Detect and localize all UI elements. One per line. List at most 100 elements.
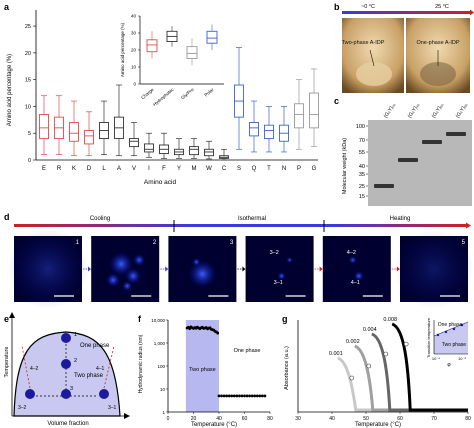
phase-boundary [13, 331, 121, 417]
dls-point [225, 394, 229, 398]
frame-sublabel: 4–2 [347, 250, 356, 256]
dls-point [245, 394, 249, 398]
panel-label-c: c [334, 96, 339, 106]
panel-f: f Hydrodynamic radius (nm) Temperature (… [138, 314, 273, 428]
inset-two-phase: Two phase [442, 342, 466, 348]
xtick-N: N [282, 166, 286, 172]
mw-tick: 15 [359, 194, 365, 200]
xtick-L: L [102, 166, 106, 172]
xtick-Q: Q [252, 166, 257, 172]
mw-tick: 40 [359, 164, 365, 170]
lane-label: (G₃Y)₄₀ [407, 102, 422, 119]
dls-point [260, 394, 264, 398]
two-phase-aidp-label: Two-phase A-IDP [342, 40, 385, 46]
microscopy-frame-1: 1 [8, 229, 88, 309]
xtick-M: M [192, 166, 197, 172]
dls-point [222, 394, 226, 398]
xtick-I: I [148, 166, 150, 172]
g-xtick: 80 [465, 416, 471, 422]
panel-a-boxes [39, 47, 319, 161]
box-E [39, 95, 49, 155]
inset-xtick: 10⁻² [458, 356, 467, 361]
ytick-label: 0 [28, 158, 31, 164]
ytick-label: 5 [28, 131, 31, 137]
box-L [99, 100, 109, 155]
dls-point [255, 394, 259, 398]
frame-number: 1 [76, 240, 80, 246]
inset-ytick: 20 [131, 48, 137, 53]
panel-g-xlabel: Temperature (°C) [355, 422, 401, 428]
xtick-Y: Y [177, 166, 181, 172]
svg-text:Two-phase A-IDP: Two-phase A-IDP [342, 40, 385, 46]
turbidity-curve-0.008 [391, 322, 468, 412]
f-two-phase-label: Two phase [189, 367, 216, 373]
box-R [54, 95, 64, 155]
f-xtick: 20 [191, 416, 197, 422]
xtick-G: G [312, 166, 317, 172]
f-ytick: 1,000 [154, 341, 166, 346]
inset-a-ylabel: Amino acid percentage (%) [120, 22, 125, 77]
panel-label-g: g [282, 314, 288, 324]
xtick-D: D [87, 166, 92, 172]
lane-label: (G₃Y)₂₀ [383, 102, 397, 119]
turbidity-curve-0.001 [336, 356, 468, 412]
panel-f-xlabel: Temperature (°C) [191, 422, 237, 428]
microscopy-frame-6: 5 [394, 229, 474, 309]
frame-number: 2 [153, 240, 157, 246]
dls-point [216, 331, 220, 335]
frame-sublabel: 4–1 [351, 280, 360, 286]
f-ytick: 1 [162, 410, 165, 415]
panel-c: c Molecular weight (kDa) (G₃Y)₂₀ (G₃Y)₄₀ (… [330, 96, 474, 208]
inset-ytick: 30 [131, 31, 137, 36]
box-T [264, 106, 274, 153]
frame-number: 5 [462, 240, 466, 246]
panel-label-d: d [4, 212, 10, 222]
f-ytick: 10,000 [151, 318, 165, 323]
f-one-phase-label: One phase [234, 348, 261, 354]
mw-tick: 55 [359, 150, 365, 156]
microscopy-frame-3: 3 [168, 236, 237, 302]
xtick-V: V [132, 166, 136, 172]
xtick-F: F [162, 166, 166, 172]
inset-xtick: Polar [203, 87, 215, 98]
branch-3-2: 3–2 [18, 405, 27, 411]
g-xtick: 30 [295, 416, 301, 422]
g-xtick: 60 [397, 416, 403, 422]
dls-point [217, 394, 221, 398]
inset-box-Polar [206, 24, 218, 50]
phase-heating: Heating [390, 216, 411, 222]
f-xtick: 80 [267, 416, 273, 422]
state-point-3 [61, 389, 71, 399]
dls-point [243, 394, 246, 398]
point-2-label: 2 [74, 358, 77, 364]
panel-f-ylabel: Hydrodynamic radius (nm) [138, 334, 144, 393]
dls-point [253, 394, 257, 398]
f-xtick: 60 [242, 416, 248, 422]
frame-sublabel: 3–1 [274, 280, 283, 286]
xtick-E: E [42, 166, 46, 172]
box-Y [174, 138, 184, 159]
panel-c-ylabel: Molecular weight (kDa) [342, 138, 348, 194]
inset-ytick: 0 [133, 82, 136, 87]
phase-isothermal: Isothermal [238, 216, 266, 222]
frame-number: 3 [230, 240, 234, 246]
panel-b: b ~0 °C 25 °C Two-phase A-IDP One-phase … [330, 0, 474, 95]
box-M [189, 138, 199, 159]
ytick-label: 10 [25, 104, 31, 110]
mw-tick: 35 [359, 172, 365, 178]
dls-point [240, 394, 244, 398]
panel-label-b: b [334, 2, 340, 12]
inset-box-Hydrophobic [166, 26, 178, 47]
state-point-1 [61, 333, 71, 343]
turbidity-curve-0.004 [371, 332, 468, 412]
panel-label-f: f [138, 314, 142, 324]
temp-high-label: 25 °C [435, 4, 449, 10]
box-W [204, 140, 214, 160]
dls-point [230, 394, 234, 398]
ytick-label: 25 [25, 24, 31, 30]
box-P [294, 79, 304, 150]
xtick-C: C [222, 166, 227, 172]
phase-cooling: Cooling [90, 216, 110, 222]
xtick-R: R [57, 166, 62, 172]
